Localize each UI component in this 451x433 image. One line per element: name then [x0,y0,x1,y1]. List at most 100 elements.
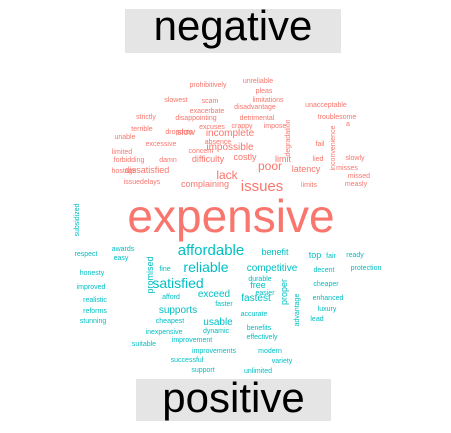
word-negative-absence: absence [205,139,232,146]
word-positive-exceed: exceed [198,289,230,300]
word-positive-protection: protection [351,265,382,272]
word-negative-excuses: excuses [199,124,225,131]
word-negative-impose: impose [264,123,287,130]
word-positive-decent: decent [313,267,334,274]
word-negative-expensive: expensive [127,190,334,242]
word-positive-suitable: suitable [132,341,156,348]
word-positive-subsidized: subsidized [74,203,81,236]
word-positive-easy: easy [114,255,129,262]
word-negative-exacerbate: exacerbate [190,108,225,115]
word-positive-top: top [309,250,322,260]
word-negative-disappointing: disappointing [175,115,216,122]
word-negative-misses: misses [336,165,358,172]
word-positive-promised: promised [145,256,155,293]
word-positive-competitive: competitive [247,263,298,274]
word-positive-benefits: benefits [247,325,272,332]
word-positive-realistic: realistic [83,297,107,304]
word-negative-missed: missed [348,173,370,180]
word-positive-usable: usable [203,317,233,328]
word-positive-durable: durable [248,276,271,283]
word-positive-enhanced: enhanced [313,295,344,302]
word-positive-lead: lead [310,316,323,323]
word-negative-prohibitively: prohibitively [190,82,227,89]
word-negative-troublesome: troublesome [318,114,357,121]
word-positive-easier: easier [255,290,275,297]
word-positive-faster: faster [215,301,233,308]
word-negative-incomplete: incomplete [206,128,255,139]
word-negative-unable: unable [114,134,135,141]
word-positive-fastest: fastest [241,293,271,304]
word-positive-proper: proper [279,279,289,305]
word-positive-cheapest: cheapest [156,318,184,325]
word-negative-crappy: crappy [231,123,253,130]
word-positive-fine: fine [159,266,170,273]
word-negative-dropouts: dropouts [165,129,193,136]
word-positive-afford: afford [162,294,180,301]
word-positive-reliable: reliable [183,259,228,275]
word-positive-effectively: effectively [247,334,278,341]
negative-section-header: negative [125,5,341,53]
word-negative-hostage: hostage [112,168,137,175]
word-positive-supports: supports [159,305,197,316]
word-negative-unacceptable: unacceptable [305,102,347,109]
word-negative-dissatisfied: dissatisfied [125,165,170,175]
word-negative-detrimental: detrimental [240,115,275,122]
positive-section-label: positive [162,374,305,421]
word-positive-reforms: reforms [83,308,107,315]
word-positive-honesty: honesty [80,270,105,277]
word-negative-slowest: slowest [164,97,187,104]
word-positive-unlimited: unlimited [244,368,272,375]
word-negative-pleas: pleas [256,88,273,95]
word-negative-degradation: degradation [285,119,292,156]
word-negative-slowly: slowly [345,155,365,162]
word-positive-stunning: stunning [80,318,107,325]
word-negative-inconvenience: inconvenience [330,126,337,171]
word-negative-concern: concern [189,148,214,155]
word-negative-lied: lied [313,156,324,163]
word-positive-accurate: accurate [241,311,268,318]
word-positive-successful: successful [171,357,204,364]
word-negative-limit: limit [275,154,291,164]
word-positive-satisfied: satisfied [152,275,203,291]
word-negative-forbidding: forbidding [114,157,145,164]
word-negative-strictly: strictly [136,114,156,121]
word-positive-awards: awards [112,246,135,253]
word-negative-limits: limits [301,182,317,189]
word-positive-free: free [250,280,266,290]
word-positive-ready: ready [346,252,364,259]
word-negative-impossible: impossible [206,142,254,153]
word-negative-issuedelays: issuedelays [124,179,161,186]
word-negative-complaining: complaining [181,179,229,189]
positive-section-header: positive [136,374,331,421]
word-positive-luxury: luxury [318,306,337,313]
word-positive-respect: respect [75,251,98,258]
word-negative-issues: issues [241,178,284,195]
word-positive-modern: modern [258,348,282,355]
word-negative-slow: slow [177,127,196,137]
word-negative-excessive: excessive [146,141,177,148]
word-negative-limited: limited [112,149,132,156]
word-positive-affordable: affordable [178,242,244,259]
word-positive-inexpensive: inexpensive [146,329,183,336]
word-negative-limitations: limitations [252,97,284,104]
word-negative-measly: measly [345,181,368,188]
word-positive-fair: fair [326,253,336,260]
word-positive-cheaper: cheaper [313,281,339,288]
word-negative-terrible: terrible [131,126,153,133]
word-negative-lack: lack [216,168,238,182]
word-positive-variety: variety [272,358,293,365]
word-negative-poor: poor [258,159,282,173]
word-positive-dynamic: dynamic [203,328,230,335]
word-positive-advantage: advantage [294,294,301,327]
word-positive-benefit: benefit [261,247,289,257]
word-positive-improvements: improvements [192,348,236,355]
word-negative-latency: latency [292,164,321,174]
word-negative-fail: fail [316,141,325,148]
word-positive-improvement: improvement [172,337,213,344]
negative-section-label: negative [153,2,313,49]
word-negative-costly: costly [233,152,257,162]
word-negative-disadvantage: disadvantage [234,104,276,111]
word-negative-difficulty: difficulty [192,154,225,164]
